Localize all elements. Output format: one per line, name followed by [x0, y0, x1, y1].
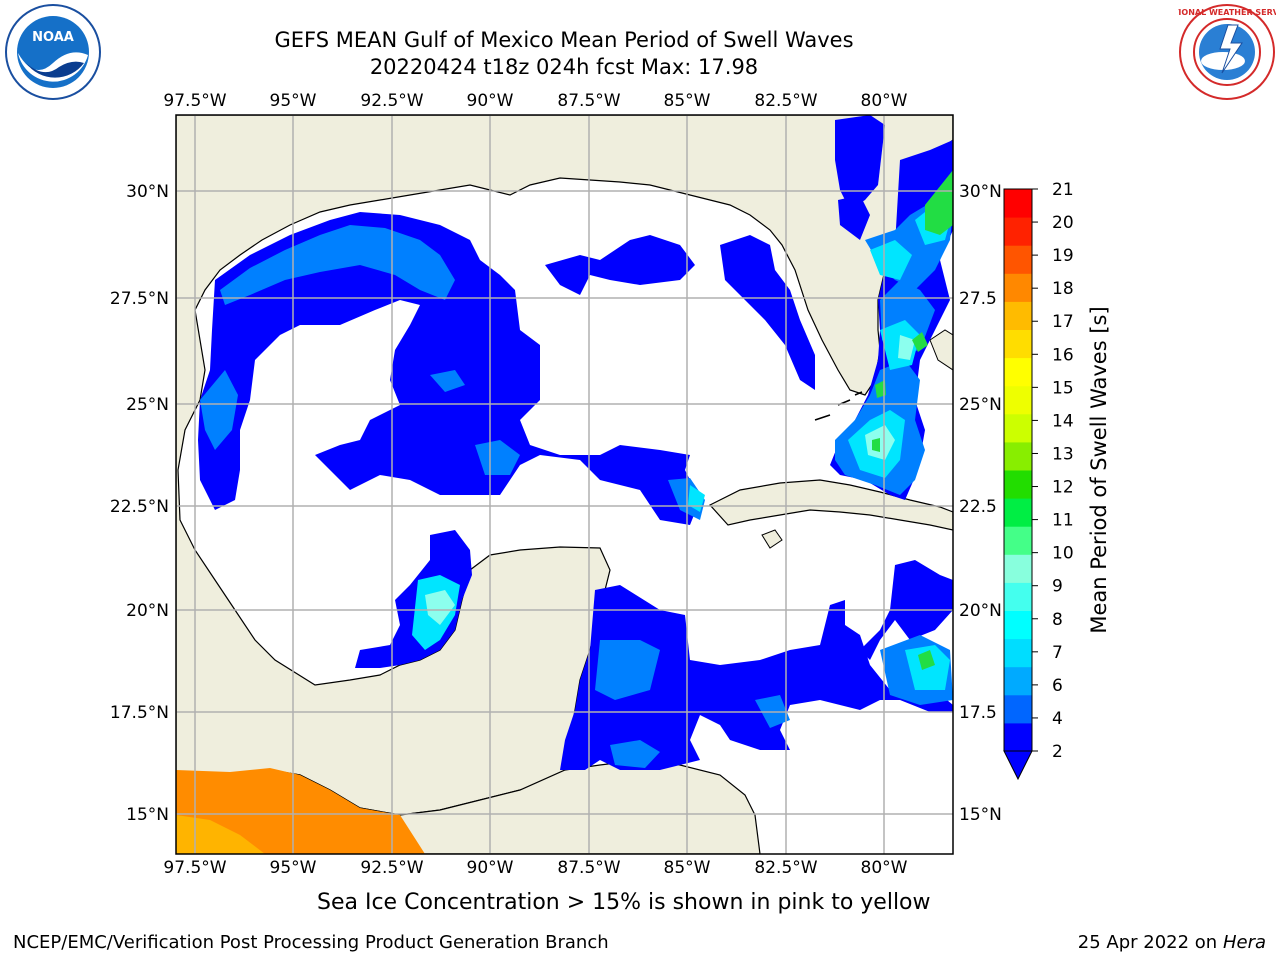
lon-labels-bottom: 97.5°W 95°W 92.5°W 90°W 87.5°W 85°W 82.5…: [163, 858, 907, 878]
colorbar-tick-label: 16: [1052, 345, 1074, 365]
colorbar-segment: [1004, 357, 1032, 387]
lon-label: 80°W: [861, 91, 908, 111]
colorbar-segment: [1004, 385, 1032, 415]
lon-label: 87.5°W: [557, 858, 620, 878]
lat-label: 30°N: [959, 182, 1002, 202]
swell-paleaqua-regions: [425, 335, 915, 625]
footer-host: Hera: [1222, 932, 1266, 953]
colorbar-segment: [1004, 245, 1032, 274]
colorbar-segment: [1004, 413, 1032, 443]
sea-ice-note: Sea Ice Concentration > 15% is shown in …: [317, 890, 931, 915]
lat-label: 15°N: [959, 805, 1002, 825]
lon-labels-top: 97.5°W 95°W 92.5°W 90°W 87.5°W 85°W 82.5…: [163, 91, 907, 111]
lon-label: 97.5°W: [163, 858, 226, 878]
lat-labels-right: 30°N 27.5 25°N 22.5 20°N 17.5 15°N: [959, 182, 1002, 825]
colorbar-segment: [1004, 666, 1032, 696]
colorbar-segment: [1004, 694, 1032, 724]
colorbar-label: Mean Period of Swell Waves [s]: [1087, 306, 1111, 633]
colorbar-tick-label: 21: [1052, 180, 1074, 200]
noaa-logo-icon: NOAA: [5, 4, 101, 100]
colorbar-tick-label: 7: [1052, 643, 1063, 663]
map-panel: [176, 115, 953, 854]
lat-label: 22.5: [959, 497, 997, 517]
lat-label: 30°N: [126, 182, 169, 202]
colorbar-tick-label: 20: [1052, 213, 1074, 233]
lon-label: 90°W: [467, 858, 514, 878]
colorbar-extend-arrow: [1003, 750, 1033, 781]
footer-date: 25 Apr 2022 on Hera: [1078, 932, 1266, 953]
footer-credit: NCEP/EMC/Verification Post Processing Pr…: [13, 932, 609, 953]
lat-label: 25°N: [126, 395, 169, 415]
colorbar-tick-label: 6: [1052, 676, 1063, 696]
lat-label: 20°N: [126, 601, 169, 621]
colorbar-tick-label: 10: [1052, 544, 1074, 564]
colorbar-frame: [1003, 188, 1033, 752]
colorbar-segment: [1004, 470, 1032, 499]
nws-logo-icon: NATIONAL WEATHER SERVICE: [1178, 4, 1276, 100]
colorbar-segment: [1004, 189, 1032, 218]
lon-label: 80°W: [861, 858, 908, 878]
colorbar-segment: [1004, 217, 1032, 246]
colorbar-segment: [1004, 554, 1032, 583]
colorbar-tick-label: 8: [1052, 610, 1063, 630]
colorbar-segment: [1004, 638, 1032, 668]
map-title: GEFS MEAN Gulf of Mexico Mean Period of …: [274, 28, 854, 52]
colorbar-segment: [1004, 273, 1032, 302]
colorbar: 21 20 19 18 17 16 15 14 13 12 11 10 9 8 7 6 4 2: [1003, 180, 1074, 781]
lat-label: 22.5°N: [110, 497, 169, 517]
colorbar-tick-label: 12: [1052, 478, 1074, 498]
footer-date-text: 25 Apr 2022 on: [1077, 932, 1218, 953]
lon-label: 95°W: [270, 858, 317, 878]
lon-label: 82.5°W: [754, 858, 817, 878]
land-cuba: [709, 479, 953, 531]
colorbar-tick-label: 11: [1052, 511, 1074, 531]
lat-label: 17.5: [959, 703, 997, 723]
lat-label: 25°N: [959, 395, 1002, 415]
colorbar-tick-label: 9: [1052, 577, 1063, 597]
lat-label: 15°N: [126, 805, 169, 825]
svg-text:NOAA: NOAA: [32, 30, 74, 45]
colorbar-tick-label: 14: [1052, 411, 1074, 431]
colorbar-segment: [1004, 582, 1032, 611]
forecast-info: 20220424 t18z 024h fcst Max: 17.98: [369, 55, 759, 79]
lon-label: 97.5°W: [163, 91, 226, 111]
colorbar-segment: [1004, 722, 1032, 752]
colorbar-segment: [1004, 441, 1032, 471]
colorbar-tick-label: 15: [1052, 378, 1074, 398]
colorbar-segment: [1004, 526, 1032, 555]
lon-label: 90°W: [467, 91, 514, 111]
lat-label: 27.5: [959, 289, 997, 309]
lat-labels-left: 30°N 27.5°N 25°N 22.5°N 20°N 17.5°N 15°N: [110, 182, 169, 825]
lat-label: 17.5°N: [110, 703, 169, 723]
colorbar-tick-label: 18: [1052, 279, 1074, 299]
map-frame: [175, 114, 954, 855]
colorbar-tick-label: 13: [1052, 444, 1074, 464]
colorbar-segment: [1004, 329, 1032, 359]
colorbar-tick-label: 19: [1052, 246, 1074, 266]
lat-label: 27.5°N: [110, 289, 169, 309]
swell-orange-region: [176, 768, 425, 854]
colorbar-tick-label: 2: [1052, 742, 1063, 762]
colorbar-tick-label: 17: [1052, 312, 1074, 332]
lon-label: 95°W: [270, 91, 317, 111]
lon-label: 92.5°W: [360, 91, 423, 111]
lon-label: 82.5°W: [754, 91, 817, 111]
lon-label: 85°W: [664, 858, 711, 878]
svg-text:NATIONAL WEATHER SERVICE: NATIONAL WEATHER SERVICE: [1178, 8, 1276, 17]
colorbar-segment: [1004, 498, 1032, 527]
graticule: [176, 115, 953, 854]
lon-label: 85°W: [664, 91, 711, 111]
lon-label: 87.5°W: [557, 91, 620, 111]
lat-label: 20°N: [959, 601, 1002, 621]
swell-green-regions: [872, 170, 953, 670]
colorbar-tick-label: 4: [1052, 709, 1063, 729]
colorbar-segment: [1004, 301, 1032, 330]
colorbar-segment: [1004, 610, 1032, 640]
lon-label: 92.5°W: [360, 858, 423, 878]
